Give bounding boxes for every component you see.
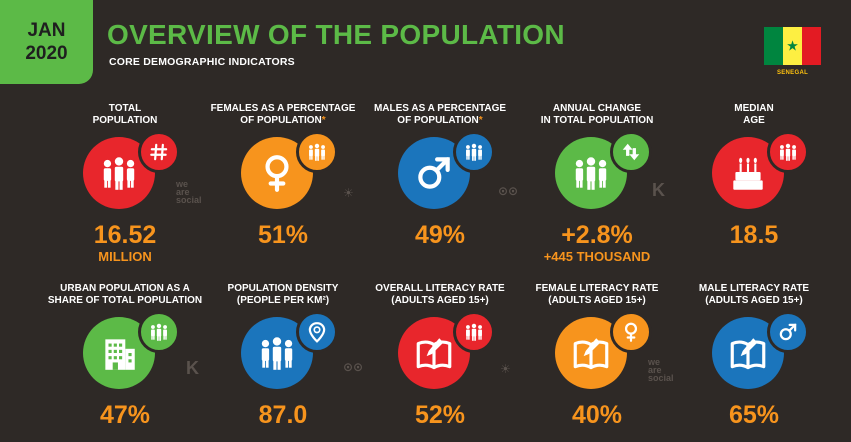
people-icon	[453, 131, 495, 173]
bulb-watermark-icon: ☀	[343, 186, 354, 200]
people-icon	[296, 131, 338, 173]
owl-watermark-icon-2: ⊙⊙	[343, 360, 364, 374]
kepios-watermark-icon-2: K	[186, 358, 199, 378]
indicator-card: MALE LITERACY RATE (ADULTS AGED 15+) 65%	[674, 283, 834, 429]
owl-watermark-icon: ⊙⊙	[498, 184, 519, 198]
people-icon	[83, 137, 155, 209]
footnote-mark: *	[321, 115, 326, 126]
indicator-label: FEMALE LITERACY RATE (ADULTS AGED 15+)	[535, 283, 659, 306]
indicator-card: FEMALE LITERACY RATE (ADULTS AGED 15+) 40…	[517, 283, 677, 429]
we-are-social-watermark-2: we are social	[648, 357, 674, 383]
bulb-watermark-icon-2: ☀	[500, 362, 511, 376]
page-title: OVERVIEW OF THE POPULATION	[107, 19, 565, 50]
hash-icon	[138, 131, 180, 173]
indicator-value: 16.52	[93, 221, 157, 249]
indicator-label: URBAN POPULATION AS A SHARE OF TOTAL POPU…	[47, 283, 203, 306]
indicator-value-sub: MILLION	[98, 249, 152, 264]
up-down-arrows-icon	[610, 131, 652, 173]
indicator-label: POPULATION DENSITY (PEOPLE PER KM²)	[227, 283, 339, 306]
indicator-card: ANNUAL CHANGE IN TOTAL POPULATION +2.8% +4…	[517, 103, 677, 265]
indicator-card: POPULATION DENSITY (PEOPLE PER KM²) 87.0	[203, 283, 363, 429]
indicator-value: 47%	[99, 401, 151, 429]
senegal-flag-icon: ★	[764, 27, 821, 65]
location-pin-icon	[296, 311, 338, 353]
date-year: 2020	[25, 43, 68, 64]
indicator-value: 87.0	[258, 401, 308, 429]
indicator-card: MEDIAN AGE 18.5	[674, 103, 834, 249]
indicator-card: OVERALL LITERACY RATE (ADULTS AGED 15+) 5…	[360, 283, 520, 429]
indicator-value: +2.8%	[561, 221, 633, 249]
indicator-value: 65%	[728, 401, 780, 429]
indicator-card: FEMALES AS A PERCENTAGE OF POPULATION* 51…	[203, 103, 363, 249]
date-badge: JAN 2020	[0, 0, 93, 84]
indicator-label: OVERALL LITERACY RATE (ADULTS AGED 15+)	[375, 283, 505, 306]
people-icon	[555, 137, 627, 209]
footnote-mark: *	[478, 115, 483, 126]
country-name: SENEGAL	[776, 70, 809, 76]
indicator-value: 52%	[414, 401, 466, 429]
people-icon	[138, 311, 180, 353]
female-symbol-icon	[610, 311, 652, 353]
indicator-card: TOTAL POPULATION 16.52 MILLION	[45, 103, 205, 265]
date-month: JAN	[27, 20, 66, 41]
indicator-label: ANNUAL CHANGE IN TOTAL POPULATION	[540, 103, 654, 126]
male-symbol-icon	[767, 311, 809, 353]
indicator-value: 49%	[414, 221, 466, 249]
indicator-label: TOTAL POPULATION	[92, 103, 158, 126]
indicator-value: 18.5	[729, 221, 779, 249]
indicator-label: MALE LITERACY RATE (ADULTS AGED 15+)	[698, 283, 810, 306]
indicator-label: MEDIAN AGE	[734, 103, 774, 126]
kepios-watermark-icon: K	[652, 180, 665, 200]
indicator-card: MALES AS A PERCENTAGE OF POPULATION* 49%	[360, 103, 520, 249]
indicator-value: 51%	[257, 221, 309, 249]
indicator-card: URBAN POPULATION AS A SHARE OF TOTAL POPU…	[45, 283, 205, 429]
page-subtitle: CORE DEMOGRAPHIC INDICATORS	[109, 56, 295, 68]
people-icon	[453, 311, 495, 353]
indicator-label: FEMALES AS A PERCENTAGE OF POPULATION*	[210, 103, 356, 126]
indicator-value: 40%	[571, 401, 623, 429]
we-are-social-watermark: we are social	[176, 179, 202, 205]
indicator-label: MALES AS A PERCENTAGE OF POPULATION*	[373, 103, 507, 126]
indicator-value-sub: +445 THOUSAND	[543, 249, 651, 264]
people-icon	[767, 131, 809, 173]
flag-star-icon: ★	[786, 37, 799, 54]
